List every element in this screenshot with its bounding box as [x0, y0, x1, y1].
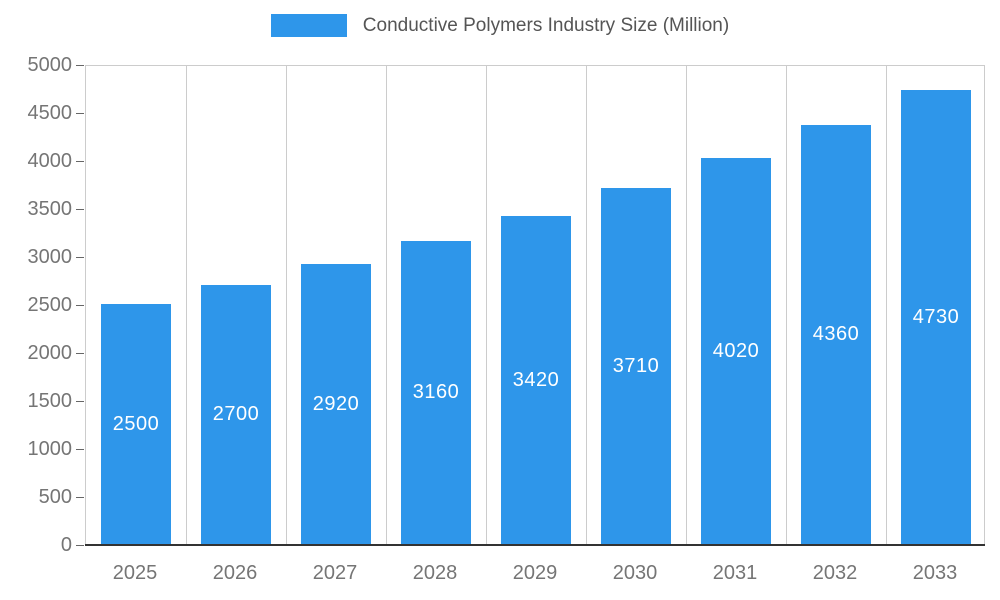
- gridline: [786, 66, 787, 544]
- y-tick-mark: [76, 497, 84, 498]
- gridline: [386, 66, 387, 544]
- bar: 2920: [301, 264, 371, 544]
- y-tick-mark: [76, 401, 84, 402]
- y-tick-label: 2500: [27, 294, 73, 316]
- x-tick-label: 2032: [812, 562, 858, 584]
- x-tick-label: 2028: [412, 562, 458, 584]
- bar: 4730: [901, 90, 971, 544]
- legend: Conductive Polymers Industry Size (Milli…: [0, 14, 1000, 37]
- x-tick-label: 2027: [312, 562, 358, 584]
- y-tick-label: 3000: [27, 246, 73, 268]
- y-tick-mark: [76, 353, 84, 354]
- y-tick-mark: [76, 65, 84, 66]
- y-tick-label: 500: [38, 486, 72, 508]
- y-tick-label: 4500: [27, 102, 73, 124]
- y-tick-label: 0: [60, 534, 72, 556]
- x-tick-label: 2029: [512, 562, 558, 584]
- gridline: [586, 66, 587, 544]
- y-tick-label: 5000: [27, 54, 73, 76]
- gridline: [186, 66, 187, 544]
- y-tick-mark: [76, 257, 84, 258]
- y-tick-label: 1000: [27, 438, 73, 460]
- bar-value-label: 4020: [712, 339, 760, 362]
- y-tick-mark: [76, 113, 84, 114]
- bar-value-label: 3710: [612, 354, 660, 377]
- gridline: [886, 66, 887, 544]
- bar: 3420: [501, 216, 571, 544]
- chart-title: Conductive Polymers Industry Size (Milli…: [362, 14, 730, 36]
- y-tick-label: 2000: [27, 342, 73, 364]
- gridline: [286, 66, 287, 544]
- y-tick-label: 4000: [27, 150, 73, 172]
- bar-value-label: 2500: [112, 412, 160, 435]
- x-axis-baseline: [85, 544, 985, 546]
- bar: 2500: [101, 304, 171, 544]
- y-tick-mark: [76, 209, 84, 210]
- bar-value-label: 4360: [812, 323, 860, 345]
- x-tick-label: 2026: [212, 562, 258, 584]
- y-tick-mark: [76, 449, 84, 450]
- x-tick-label: 2033: [912, 562, 958, 584]
- bar: 2700: [201, 285, 271, 544]
- x-tick-label: 2030: [612, 562, 658, 584]
- x-tick-label: 2031: [712, 562, 758, 584]
- y-tick-mark: [76, 545, 84, 546]
- bar: 4020: [701, 158, 771, 544]
- x-tick-label: 2025: [112, 562, 158, 584]
- y-tick-label: 1500: [27, 390, 73, 412]
- bar: 3160: [401, 241, 471, 544]
- bar-value-label: 4730: [912, 305, 960, 328]
- bar-value-label: 2920: [312, 392, 360, 415]
- legend-swatch: [270, 14, 347, 37]
- gridline: [486, 66, 487, 544]
- gridline: [686, 66, 687, 544]
- bar-value-label: 2700: [212, 403, 260, 425]
- plot-area: 2500 2700 2920 3160 3420 3710 4020 4360 4730: [85, 65, 985, 545]
- bar-value-label: 3160: [412, 381, 460, 403]
- bar-value-label: 3420: [512, 368, 560, 391]
- bar: 4360: [801, 125, 871, 544]
- y-tick-mark: [76, 161, 84, 162]
- y-tick-mark: [76, 305, 84, 306]
- y-tick-label: 3500: [27, 198, 73, 220]
- bar: 3710: [601, 188, 671, 544]
